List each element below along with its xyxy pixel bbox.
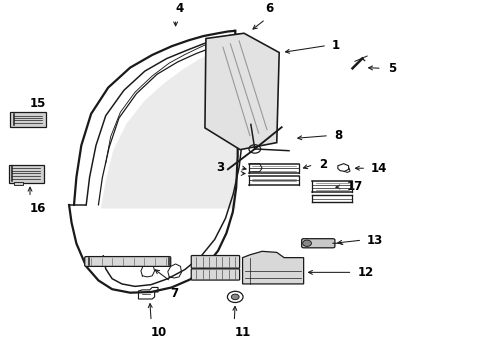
FancyBboxPatch shape [191,269,240,280]
Circle shape [303,240,312,246]
Text: 1: 1 [332,39,340,52]
Text: 16: 16 [30,202,47,215]
FancyBboxPatch shape [191,256,240,268]
Text: 14: 14 [371,162,388,175]
Bar [14,182,23,185]
FancyBboxPatch shape [302,239,335,248]
Text: 9: 9 [275,255,284,268]
Text: 7: 7 [171,287,179,300]
Text: 4: 4 [175,2,184,15]
Text: 11: 11 [234,327,250,339]
Text: 13: 13 [367,234,383,247]
FancyBboxPatch shape [85,257,171,266]
Text: 5: 5 [388,62,396,75]
Polygon shape [243,251,304,284]
Text: 12: 12 [357,266,374,279]
FancyBboxPatch shape [8,165,44,183]
Polygon shape [205,33,279,150]
Circle shape [231,294,239,300]
Text: 6: 6 [266,2,274,15]
Text: 15: 15 [30,97,47,110]
Text: 17: 17 [346,180,363,193]
FancyBboxPatch shape [10,112,46,127]
Text: 3: 3 [217,161,224,174]
Text: 8: 8 [334,129,342,142]
Text: 10: 10 [151,327,168,339]
Text: 2: 2 [319,158,327,171]
Polygon shape [101,42,236,208]
